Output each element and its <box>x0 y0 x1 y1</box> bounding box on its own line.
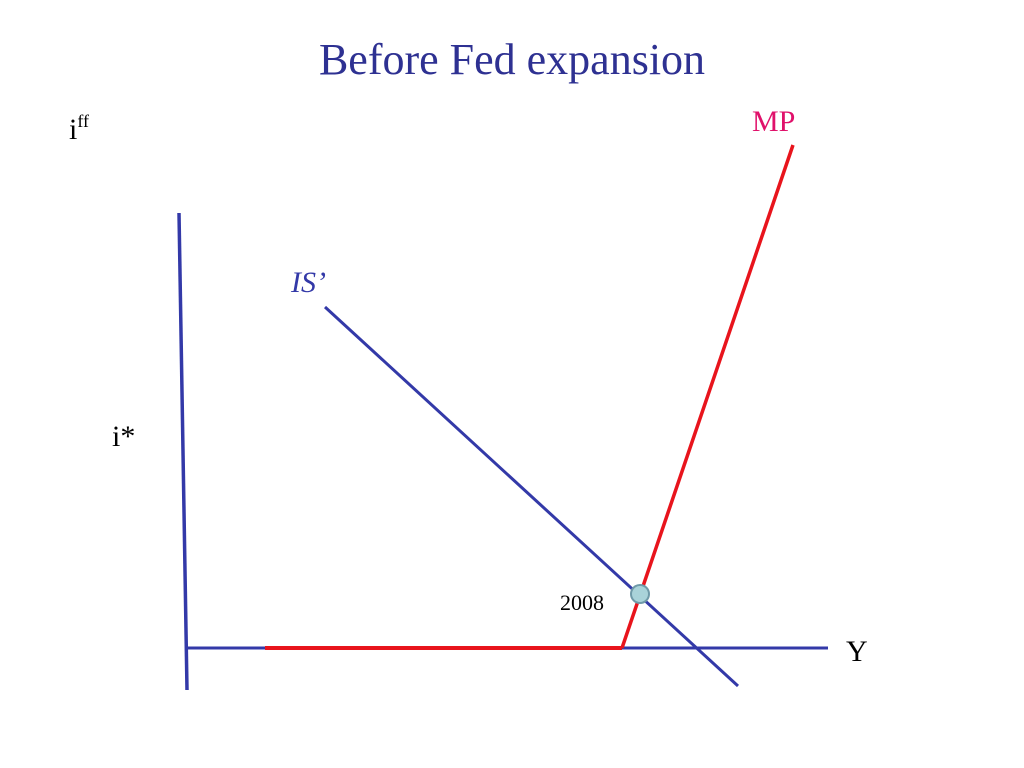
is-curve <box>323 305 740 688</box>
mp-label: MP <box>752 105 795 138</box>
slide-title: Before Fed expansion <box>318 35 706 84</box>
equilibrium-point <box>630 584 650 604</box>
i-star-label: i* <box>112 420 135 453</box>
y-axis <box>177 212 189 691</box>
x-axis-label: Y <box>846 635 868 668</box>
is-label: IS’ <box>290 266 326 299</box>
point-label: 2008 <box>560 590 604 615</box>
mp-curve-rising <box>620 144 795 649</box>
y-axis-label: iff <box>69 111 89 146</box>
